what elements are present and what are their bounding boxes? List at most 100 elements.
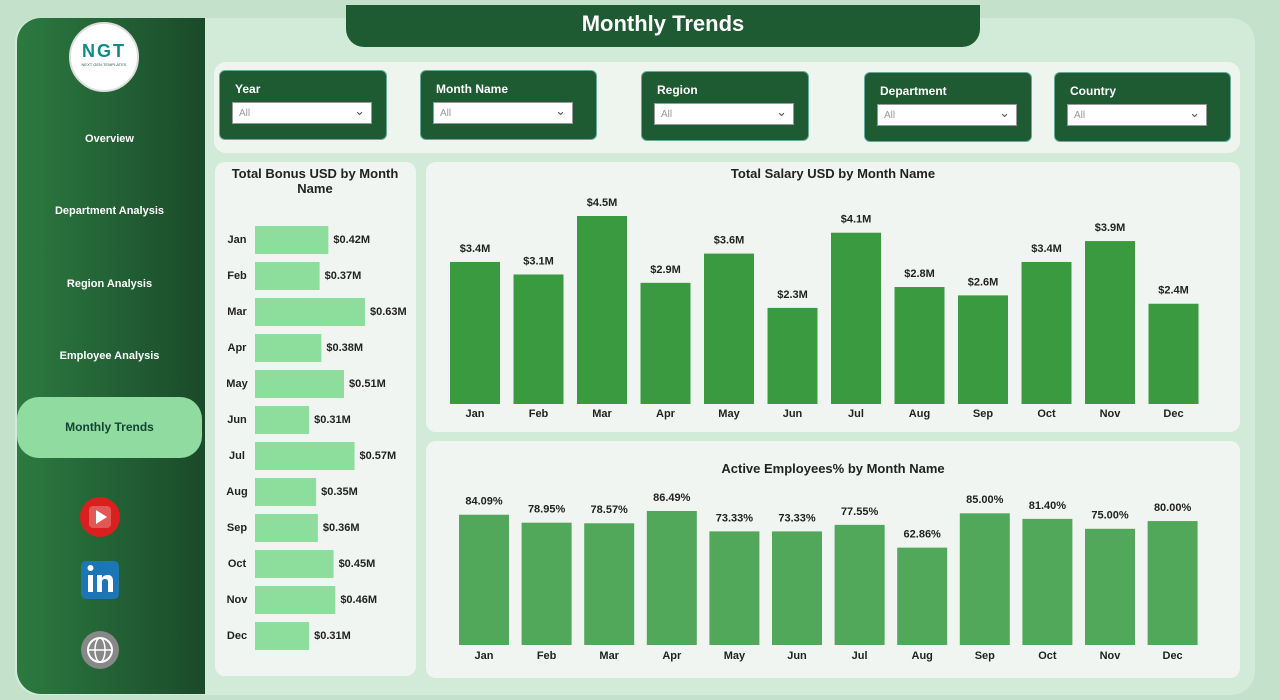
- bar: [1148, 303, 1199, 404]
- data-label: $0.57M: [360, 450, 397, 462]
- data-label: $0.37M: [325, 270, 362, 282]
- x-tick-label: Jul: [848, 408, 864, 420]
- y-tick-label: Jun: [227, 414, 247, 426]
- filter-dropdown[interactable]: All: [1067, 102, 1207, 126]
- bar: [584, 523, 635, 645]
- bar: [1085, 528, 1135, 645]
- y-tick-label: Feb: [227, 270, 247, 282]
- data-label: $0.46M: [340, 594, 377, 606]
- y-tick-label: Aug: [226, 486, 247, 498]
- filter-label: Year: [235, 82, 261, 96]
- x-tick-label: Aug: [912, 650, 933, 662]
- bar: [640, 282, 691, 404]
- bar: [255, 514, 318, 542]
- y-tick-label: Jan: [228, 234, 247, 246]
- data-label: $0.38M: [326, 342, 363, 354]
- x-tick-label: Oct: [1038, 650, 1057, 662]
- x-tick-label: Apr: [656, 408, 676, 420]
- linkedin-icon[interactable]: [81, 561, 119, 599]
- social-icons: [80, 497, 120, 669]
- data-label: 77.55%: [841, 506, 879, 518]
- nav-item[interactable]: Employee Analysis: [59, 350, 160, 362]
- bar: [1147, 521, 1198, 645]
- data-label: $3.4M: [1031, 243, 1062, 255]
- filter[interactable]: Year All: [219, 70, 387, 140]
- nav-item-active[interactable]: Monthly Trends: [17, 397, 202, 458]
- data-label: 86.49%: [653, 492, 691, 504]
- filter[interactable]: Country All: [1054, 72, 1231, 142]
- filter-label: Month Name: [436, 82, 508, 96]
- data-label: $0.45M: [339, 558, 376, 570]
- x-tick-label: Nov: [1100, 408, 1122, 420]
- data-label: $3.6M: [714, 235, 745, 247]
- data-label: $3.9M: [1095, 222, 1126, 234]
- data-label: $0.51M: [349, 378, 386, 390]
- filter-dropdown[interactable]: All: [877, 102, 1017, 126]
- bar: [255, 478, 317, 506]
- x-tick-label: Feb: [537, 650, 557, 662]
- data-label: $0.36M: [323, 522, 360, 534]
- data-label: 84.09%: [465, 496, 503, 508]
- x-tick-label: May: [724, 650, 746, 662]
- data-label: $3.4M: [460, 243, 491, 255]
- x-tick-label: May: [718, 408, 740, 420]
- data-label: 85.00%: [966, 494, 1004, 506]
- bar: [577, 216, 627, 404]
- data-label: $0.42M: [333, 234, 370, 246]
- bar: [897, 547, 948, 645]
- filter-dropdown[interactable]: All: [232, 100, 372, 124]
- y-tick-label: May: [226, 378, 248, 390]
- data-label: $3.1M: [523, 255, 554, 267]
- bar: [450, 261, 500, 404]
- bar: [255, 586, 336, 614]
- y-tick-label: Dec: [227, 630, 247, 642]
- bar: [255, 262, 320, 290]
- x-tick-label: Mar: [599, 650, 619, 662]
- logo: NGT NEXT GEN TEMPLATES: [69, 22, 139, 92]
- data-label: $0.63M: [370, 306, 407, 318]
- bar: [255, 226, 329, 254]
- x-tick-label: Apr: [662, 650, 682, 662]
- filter[interactable]: Department All: [864, 72, 1032, 142]
- filter-label: Region: [657, 83, 698, 97]
- filter-dropdown[interactable]: All: [433, 100, 573, 124]
- x-tick-label: Feb: [529, 408, 549, 420]
- bar: [834, 524, 885, 645]
- filter[interactable]: Month Name All: [420, 70, 597, 140]
- bar: [772, 531, 822, 645]
- bar: [255, 442, 355, 470]
- data-label: $0.35M: [321, 486, 358, 498]
- filter-dropdown[interactable]: All: [654, 101, 794, 125]
- x-tick-label: Jun: [787, 650, 807, 662]
- bar: [959, 513, 1010, 645]
- x-tick-label: Jan: [466, 408, 485, 420]
- x-tick-label: Jan: [475, 650, 494, 662]
- website-icon[interactable]: [81, 631, 119, 669]
- y-tick-label: Apr: [228, 342, 248, 354]
- filter-label: Country: [1070, 84, 1116, 98]
- nav-item[interactable]: Department Analysis: [54, 205, 165, 217]
- bar: [831, 232, 881, 404]
- data-label: $4.5M: [587, 197, 618, 209]
- data-label: 78.57%: [591, 504, 629, 516]
- bar: [513, 274, 564, 404]
- bar: [255, 550, 334, 578]
- bar: [255, 334, 322, 362]
- data-label: 62.86%: [904, 529, 942, 541]
- youtube-icon[interactable]: [80, 497, 120, 537]
- bar: [255, 622, 310, 650]
- bar: [958, 295, 1008, 404]
- filter[interactable]: Region All: [641, 71, 809, 141]
- x-tick-label: Dec: [1163, 650, 1183, 662]
- data-label: 80.00%: [1154, 502, 1192, 514]
- nav-item[interactable]: Region Analysis: [66, 278, 153, 290]
- x-tick-label: Dec: [1163, 408, 1183, 420]
- bar: [1021, 261, 1072, 404]
- data-label: $2.3M: [777, 289, 808, 301]
- data-label: $2.4M: [1158, 285, 1189, 297]
- x-tick-label: Jul: [852, 650, 868, 662]
- y-tick-label: Sep: [227, 522, 247, 534]
- nav-item[interactable]: Overview: [85, 133, 134, 145]
- data-label: $2.6M: [968, 276, 999, 288]
- chart-title: Active Employees% by Month Name: [721, 461, 945, 476]
